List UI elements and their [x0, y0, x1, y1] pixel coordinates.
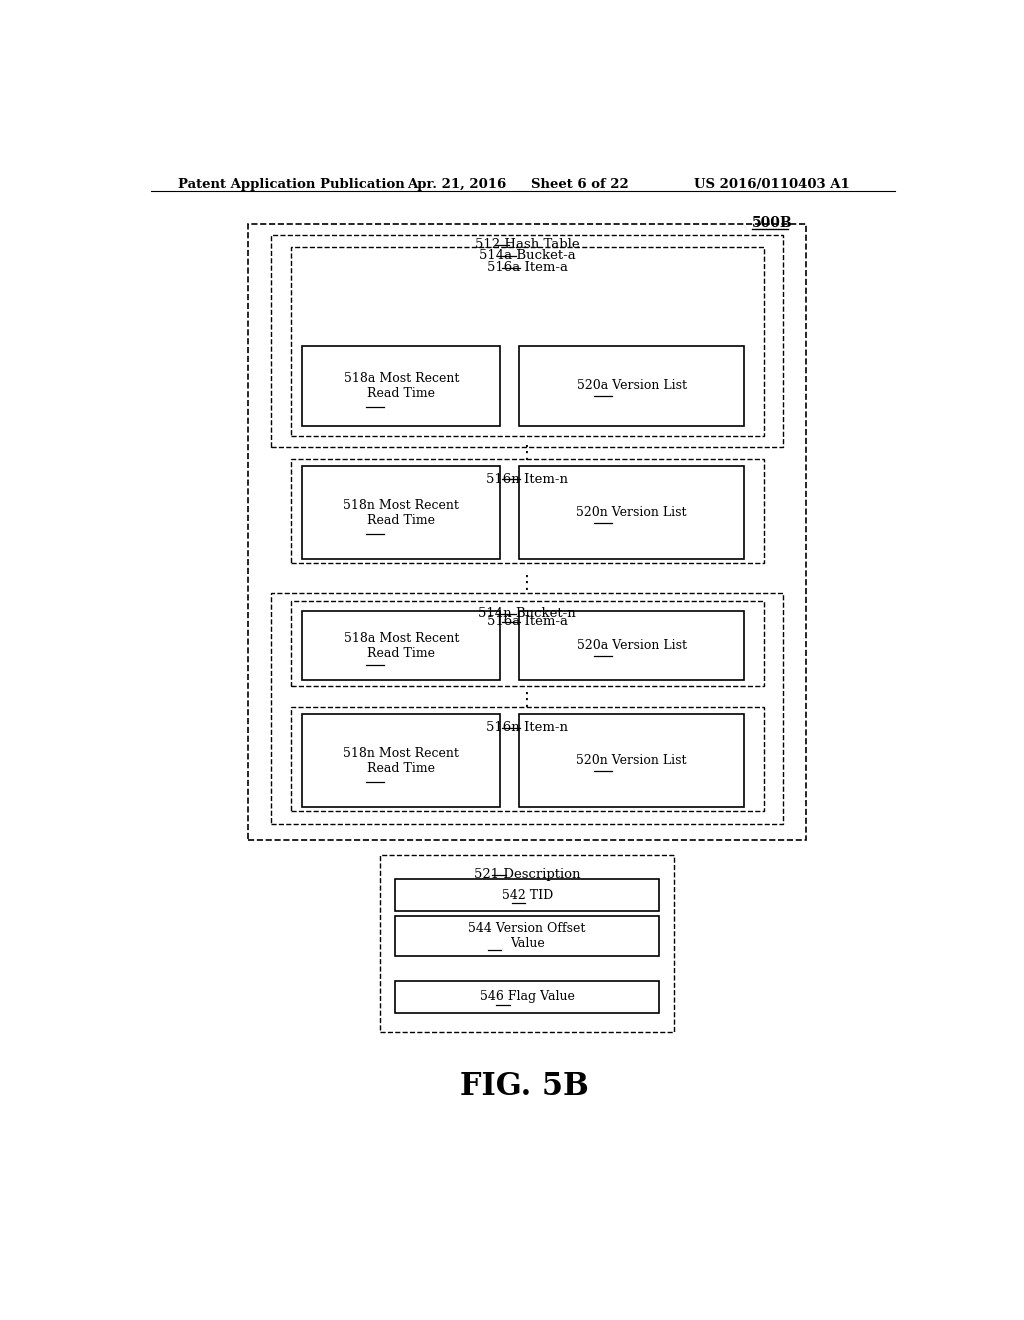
FancyBboxPatch shape — [519, 466, 744, 558]
Text: ⋮: ⋮ — [518, 690, 537, 709]
Text: 544 Version Offset
Value: 544 Version Offset Value — [468, 923, 586, 950]
FancyBboxPatch shape — [519, 611, 744, 681]
FancyBboxPatch shape — [291, 247, 764, 436]
FancyBboxPatch shape — [380, 855, 675, 1032]
FancyBboxPatch shape — [395, 879, 658, 912]
FancyBboxPatch shape — [302, 466, 500, 558]
FancyBboxPatch shape — [395, 916, 658, 956]
Text: 542 TID: 542 TID — [502, 888, 553, 902]
FancyBboxPatch shape — [291, 459, 764, 562]
Text: 514n Bucket-n: 514n Bucket-n — [478, 607, 575, 620]
Text: Patent Application Publication: Patent Application Publication — [178, 178, 406, 190]
Text: 516a Item-a: 516a Item-a — [486, 615, 567, 628]
Text: 520a Version List: 520a Version List — [577, 639, 687, 652]
Text: 521 Description: 521 Description — [474, 869, 581, 882]
FancyBboxPatch shape — [302, 611, 500, 681]
FancyBboxPatch shape — [302, 714, 500, 807]
FancyBboxPatch shape — [519, 346, 744, 426]
FancyBboxPatch shape — [248, 224, 806, 840]
Text: Sheet 6 of 22: Sheet 6 of 22 — [531, 178, 629, 190]
Text: ⋮: ⋮ — [518, 444, 537, 462]
FancyBboxPatch shape — [302, 346, 500, 426]
Text: 516a Item-a: 516a Item-a — [486, 261, 567, 273]
Text: 514a Bucket-a: 514a Bucket-a — [479, 249, 575, 263]
Text: 520n Version List: 520n Version List — [577, 506, 687, 519]
FancyBboxPatch shape — [291, 601, 764, 686]
Text: 518a Most Recent
Read Time: 518a Most Recent Read Time — [343, 632, 459, 660]
Text: 518n Most Recent
Read Time: 518n Most Recent Read Time — [343, 499, 459, 527]
Text: 500B: 500B — [752, 216, 793, 230]
Text: Apr. 21, 2016: Apr. 21, 2016 — [407, 178, 506, 190]
Text: 520a Version List: 520a Version List — [577, 379, 687, 392]
FancyBboxPatch shape — [271, 235, 783, 447]
Text: US 2016/0110403 A1: US 2016/0110403 A1 — [693, 178, 850, 190]
Text: ⋮: ⋮ — [518, 574, 537, 593]
Text: 520n Version List: 520n Version List — [577, 754, 687, 767]
FancyBboxPatch shape — [271, 594, 783, 825]
FancyBboxPatch shape — [519, 714, 744, 807]
Text: 546 Flag Value: 546 Flag Value — [479, 990, 574, 1003]
Text: 518n Most Recent
Read Time: 518n Most Recent Read Time — [343, 747, 459, 775]
Text: 516n Item-n: 516n Item-n — [486, 473, 568, 486]
FancyBboxPatch shape — [395, 981, 658, 1014]
Text: FIG. 5B: FIG. 5B — [461, 1071, 589, 1102]
Text: 518a Most Recent
Read Time: 518a Most Recent Read Time — [343, 372, 459, 400]
Text: 512 Hash Table: 512 Hash Table — [475, 238, 580, 251]
FancyBboxPatch shape — [291, 708, 764, 812]
Text: 516n Item-n: 516n Item-n — [486, 721, 568, 734]
